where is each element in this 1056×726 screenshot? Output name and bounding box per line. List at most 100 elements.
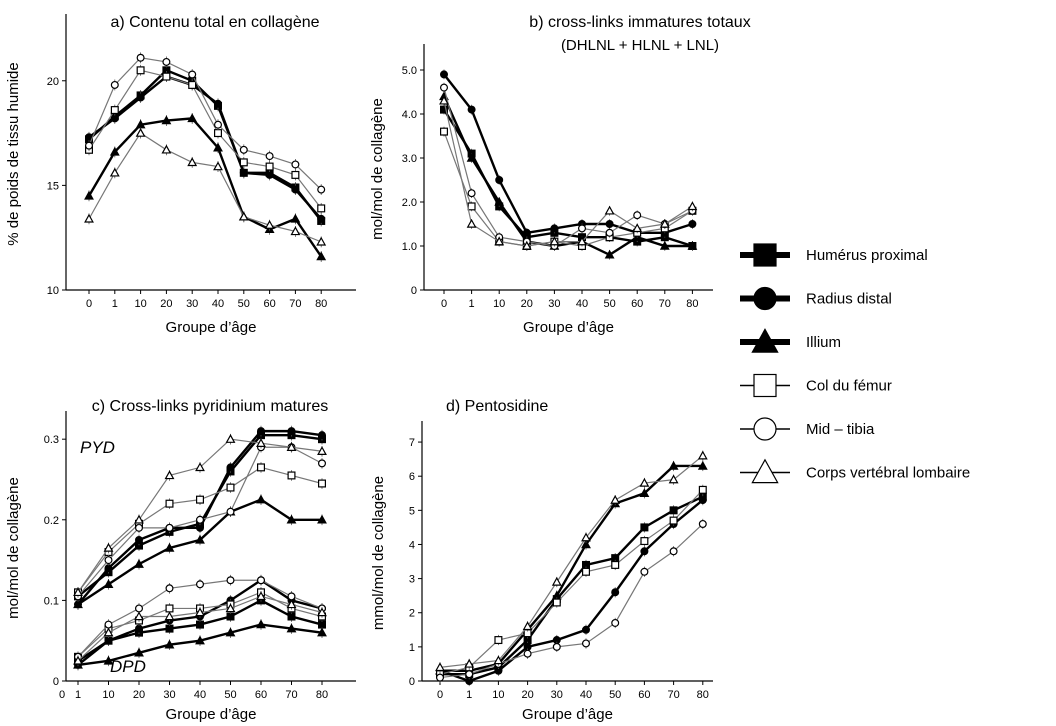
data-point bbox=[238, 211, 249, 221]
data-point bbox=[110, 80, 119, 89]
data-point bbox=[440, 105, 449, 114]
x-axis-label: Groupe d’âge bbox=[522, 706, 613, 723]
x-tick-label: 70 bbox=[667, 689, 679, 701]
data-point bbox=[317, 204, 326, 213]
data-point bbox=[196, 580, 205, 589]
data-point bbox=[164, 542, 175, 552]
x-tick-label: 60 bbox=[638, 689, 650, 701]
series-line bbox=[88, 132, 322, 243]
data-point bbox=[522, 621, 533, 631]
series-line bbox=[439, 455, 704, 668]
data-point bbox=[164, 611, 175, 621]
x-tick-label: 40 bbox=[576, 298, 588, 310]
data-point bbox=[318, 431, 327, 440]
legend-marker-icon bbox=[753, 373, 777, 398]
y-tick-label: 15 bbox=[47, 180, 59, 192]
x-tick-label: 40 bbox=[580, 689, 592, 701]
x-tick-label: 1 bbox=[75, 689, 81, 701]
data-point bbox=[256, 619, 266, 629]
data-point bbox=[196, 620, 205, 629]
x-tick-label: 20 bbox=[133, 689, 145, 701]
data-point bbox=[103, 627, 114, 637]
y-tick-label: 4.0 bbox=[402, 109, 417, 121]
x-tick-label: 50 bbox=[609, 689, 621, 701]
data-point bbox=[213, 161, 223, 171]
data-point bbox=[73, 599, 83, 609]
x-tick-label: 30 bbox=[551, 689, 563, 701]
data-point bbox=[136, 53, 145, 62]
data-point bbox=[103, 579, 114, 589]
data-point bbox=[226, 483, 235, 492]
x-tick-label: 70 bbox=[289, 298, 301, 310]
series-line bbox=[87, 117, 323, 258]
data-point bbox=[136, 93, 145, 102]
chart-subtitle: (DHLNL + HLNL + LNL) bbox=[561, 37, 719, 54]
series-line bbox=[88, 57, 322, 190]
data-point bbox=[669, 547, 678, 556]
data-point bbox=[162, 72, 171, 81]
x-tick-label: 20 bbox=[521, 298, 533, 310]
y-tick-label: 0.2 bbox=[44, 515, 59, 527]
legend: Humérus proximal Radius distal Illium Col d… bbox=[740, 243, 970, 484]
legend-label: Radius distal bbox=[806, 291, 892, 308]
data-point bbox=[291, 160, 300, 169]
data-point bbox=[165, 523, 174, 532]
data-point bbox=[84, 141, 93, 150]
data-point bbox=[440, 83, 449, 92]
x-tick-label: 80 bbox=[316, 689, 328, 701]
data-point bbox=[286, 514, 297, 524]
legend-label: Illium bbox=[806, 334, 841, 351]
y-tick-label: 1 bbox=[409, 642, 415, 654]
data-point bbox=[165, 584, 174, 593]
data-point bbox=[195, 607, 205, 617]
data-point bbox=[104, 556, 113, 565]
data-point bbox=[239, 145, 248, 154]
chart-panel-2: 0 1.0 2.0 3.0 4.0 5.0 0 1 10 20 30 40 50 60 70 80 b) cro… bbox=[369, 14, 751, 336]
data-point bbox=[610, 494, 621, 504]
data-point bbox=[317, 514, 327, 524]
data-point bbox=[287, 471, 296, 480]
data-point bbox=[103, 655, 114, 665]
data-point bbox=[256, 438, 266, 447]
data-point bbox=[581, 539, 591, 549]
data-point bbox=[225, 603, 236, 613]
annotation-pyd: PYD bbox=[80, 438, 115, 457]
data-point bbox=[687, 240, 698, 250]
data-point bbox=[165, 624, 174, 633]
data-point bbox=[639, 488, 650, 497]
data-point bbox=[669, 516, 678, 525]
data-point bbox=[291, 185, 300, 194]
data-point bbox=[257, 576, 266, 585]
data-point bbox=[196, 515, 205, 524]
data-point bbox=[436, 673, 445, 682]
data-point bbox=[522, 228, 531, 237]
data-point bbox=[162, 57, 171, 66]
data-point bbox=[109, 167, 120, 177]
data-point bbox=[668, 474, 679, 484]
data-point bbox=[581, 625, 590, 634]
data-point bbox=[134, 647, 144, 657]
y-tick-label: 0 bbox=[409, 676, 415, 688]
x-axis-label: Groupe d’âge bbox=[166, 319, 257, 336]
data-point bbox=[257, 427, 266, 436]
series-line bbox=[443, 131, 693, 247]
data-point bbox=[552, 598, 561, 607]
data-point bbox=[318, 479, 327, 488]
series-line bbox=[88, 75, 323, 220]
data-point bbox=[161, 115, 172, 125]
data-point bbox=[165, 499, 174, 508]
data-point bbox=[640, 547, 649, 556]
data-point bbox=[466, 218, 477, 228]
data-point bbox=[165, 604, 174, 613]
x-tick-label: 0 bbox=[59, 689, 65, 701]
data-point bbox=[286, 623, 297, 633]
data-point bbox=[464, 658, 475, 668]
data-point bbox=[84, 213, 94, 223]
data-point bbox=[226, 463, 235, 472]
legend-label: Corps vertébral lombaire bbox=[806, 465, 970, 482]
x-tick-label: 70 bbox=[659, 298, 671, 310]
data-point bbox=[103, 542, 114, 552]
data-point bbox=[287, 427, 296, 436]
x-tick-label: 10 bbox=[102, 689, 114, 701]
